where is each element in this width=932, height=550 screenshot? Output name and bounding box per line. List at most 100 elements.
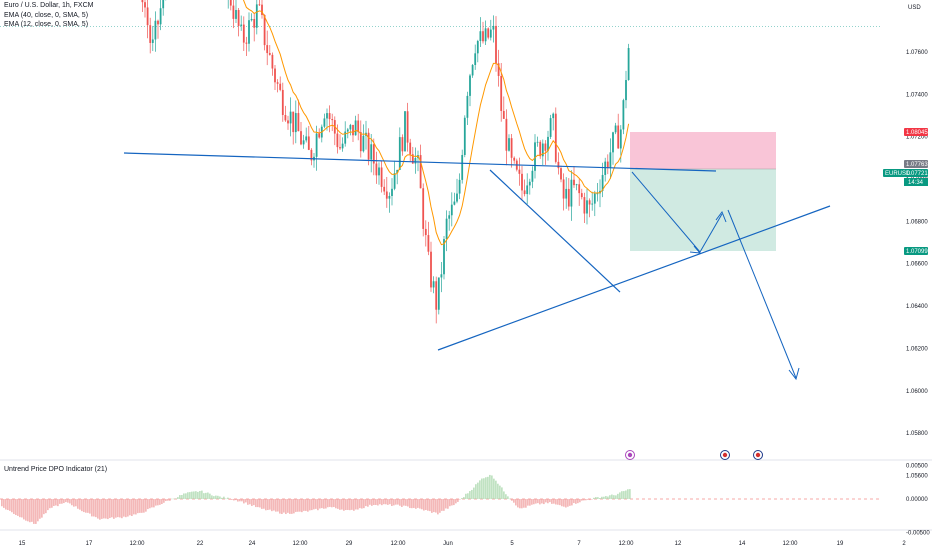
dpo-bar [567,499,569,507]
dpo-bar [623,491,625,499]
dpo-bar [411,499,413,509]
projected-path-2[interactable] [727,209,797,379]
dpo-bar [385,499,387,505]
dpo-bar [367,499,369,507]
dpo-bar [381,499,383,506]
time-tick-label: 19 [837,541,844,547]
dpo-bar [539,499,541,505]
dpo-bar [499,485,501,499]
dpo-bar [99,499,101,520]
candle-body [453,201,456,205]
dpo-bar [161,499,163,505]
candle-body [274,68,276,83]
dpo-bar [495,480,497,499]
dpo-bar [247,499,249,505]
countdown-box [904,178,928,186]
dpo-bar [389,499,391,505]
candle-body [570,179,573,207]
candle-body [588,200,591,205]
dpo-bar [85,499,87,513]
stop-loss-zone [630,132,776,169]
dpo-bar [413,499,415,508]
dpo-bar [71,499,73,506]
candle-body [471,65,474,76]
dpo-bar [37,499,39,522]
dpo-bar [517,499,519,508]
candle-body [609,152,612,169]
dpo-bar [195,491,197,499]
projected-path-1[interactable] [631,171,723,253]
candle-body [294,113,297,133]
dpo-bar [283,499,285,513]
dpo-bar [563,499,565,507]
dpo-bar [273,499,275,511]
candle-body [341,143,344,149]
dpo-bar [243,499,245,504]
support-trendline[interactable] [437,205,831,351]
trend-drawings[interactable] [123,152,831,381]
dpo-bar [183,493,185,499]
dpo-bar [317,499,319,511]
candle-body [380,167,383,187]
dpo-bar [15,499,17,516]
entry-price-badge: 1.07763 [906,162,928,168]
candle-body [476,41,479,54]
dpo-bar [11,499,13,513]
dpo-bar [131,499,133,517]
descending-trendline[interactable] [489,169,621,293]
dpo-bar [49,499,51,509]
candles [141,0,630,324]
dpo-bar [53,499,55,506]
projection-arrowhead-1[interactable] [689,245,702,254]
candle-body [393,173,396,189]
dpo-bar [75,499,77,507]
candle-body [424,228,427,236]
time-tick-label: 5 [510,541,514,547]
time-tick-label: 12 [675,541,682,547]
dpo-bar [57,499,59,507]
candle-body [622,100,625,130]
dpo-bar [89,499,91,514]
dpo-bar [587,499,589,500]
dpo-bar [403,499,405,506]
dpo-bar [509,498,511,500]
dpo-bar [579,499,581,503]
price-tick-label: 1.06200 [906,346,928,352]
candle-body [292,111,295,133]
time-axis[interactable]: 15 17 12:00 22 24 12:00 29 12:00 Jun 5 7 12:00 12 14 1… [19,541,907,547]
candle-body [248,20,250,44]
dpo-bar [515,499,517,506]
candle-body [144,2,146,8]
candle-body [528,181,531,186]
dpo-bar [479,480,481,499]
candle-body [443,239,445,275]
dpo-bar [595,497,597,499]
dpo-bar [125,499,127,518]
dpo-bar [299,499,301,512]
dpo-bar [549,499,551,503]
candle-body [492,25,495,30]
event-markers[interactable] [625,450,763,460]
candle-body [469,75,471,96]
candle-body [352,124,354,136]
dpo-bar [145,499,147,512]
dpo-bar [507,496,509,499]
dpo-bar [227,497,229,499]
resistance-trendline[interactable] [123,152,717,172]
dpo-bar [217,495,219,499]
dpo-oscillator [1,474,631,524]
projection-arrowhead-3[interactable] [788,367,800,381]
dpo-bar [69,499,71,504]
dpo-bar [263,499,265,509]
dpo-bar [471,489,473,499]
projection-arrowhead-2[interactable] [715,210,727,223]
candle-body [612,132,614,153]
candle-body [461,154,464,180]
dpo-bar [29,499,31,523]
dpo-bar [287,499,289,513]
dpo-bar [541,499,543,504]
dpo-bar [83,499,85,513]
earnings-event-dot [627,452,633,458]
